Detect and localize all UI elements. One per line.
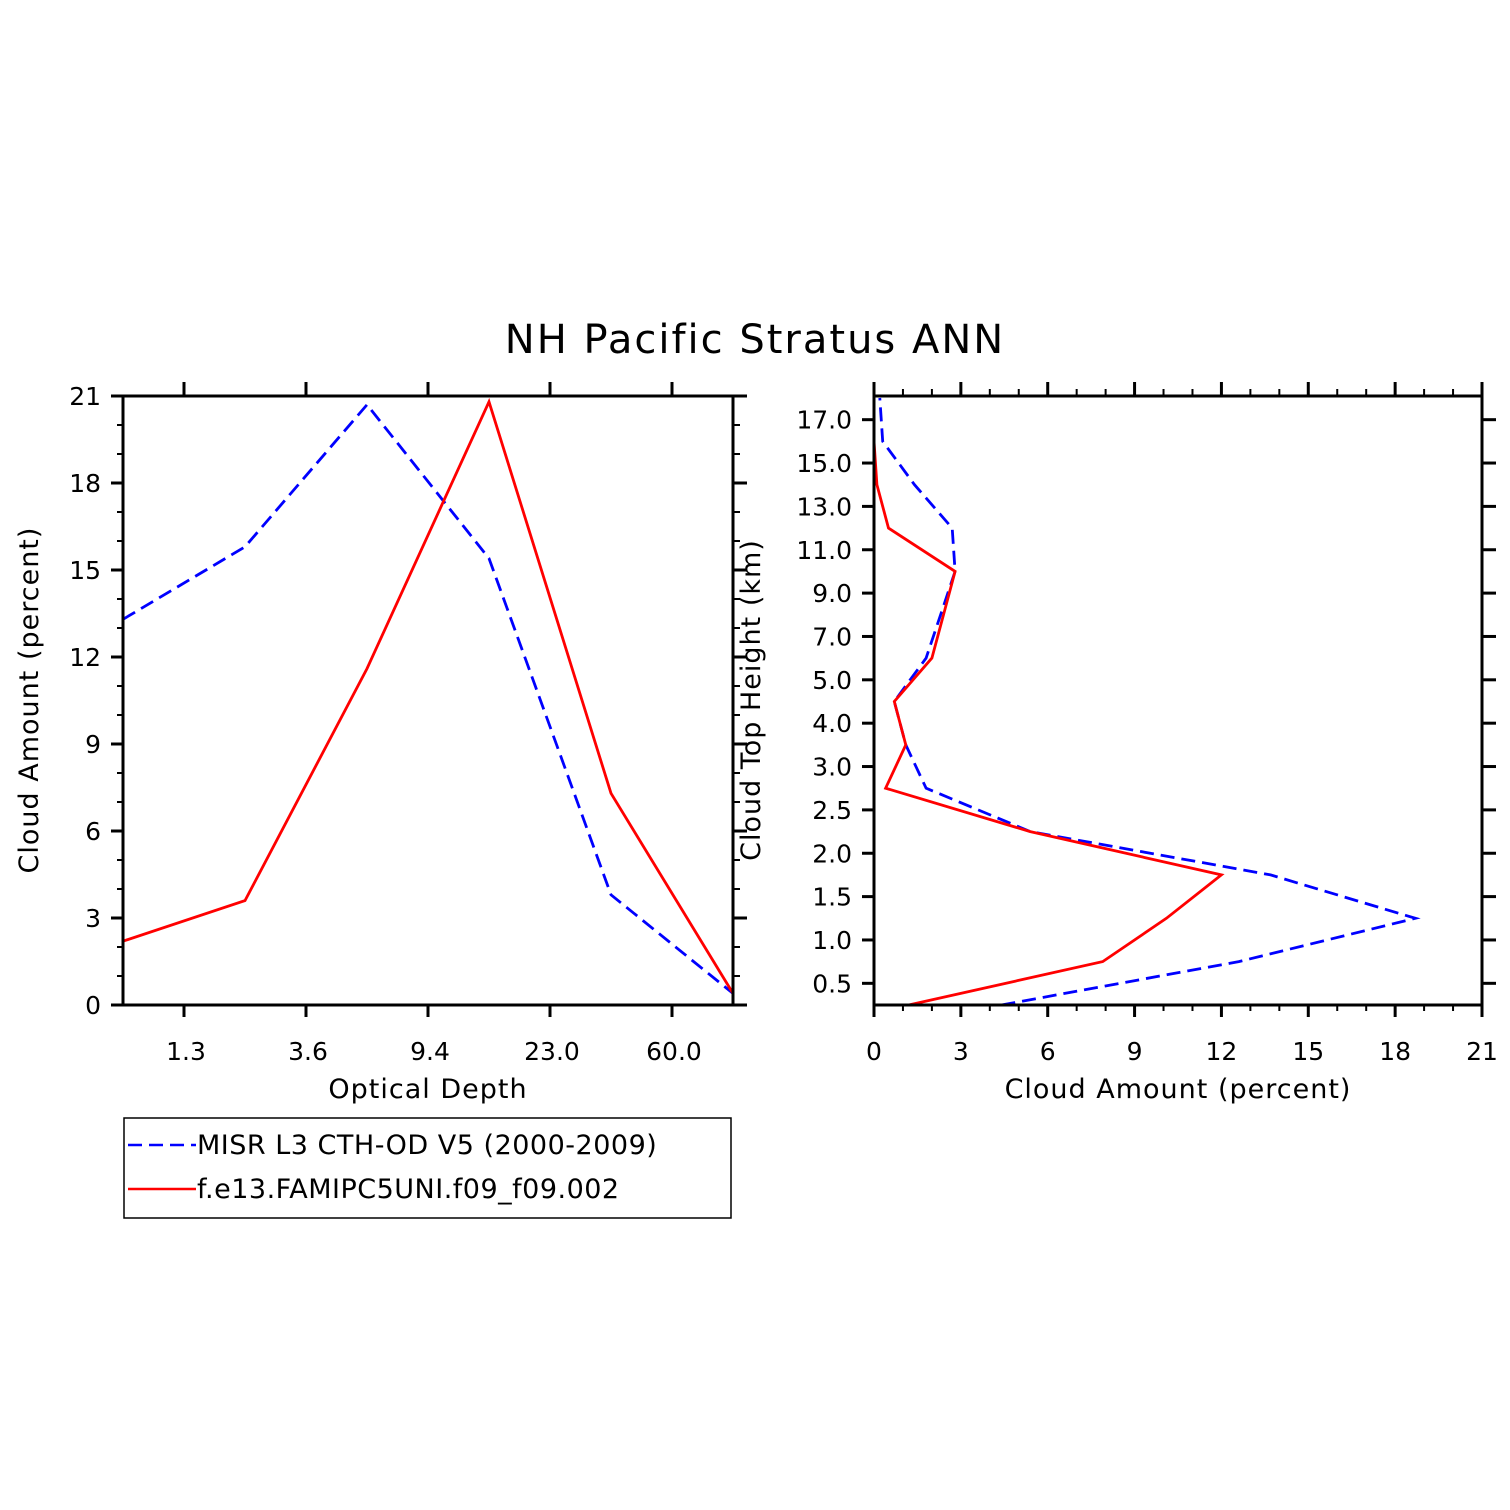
left-ytick-label: 12	[69, 643, 101, 672]
right-ytick-label: 17.0	[796, 406, 852, 435]
right-xtick-label: 9	[1127, 1037, 1143, 1066]
left-tick-labels: 0 3 6 9 12 15 18 21 1.3 3.6 9.4 23.0 60.0	[69, 382, 702, 1066]
right-xtick-label: 3	[953, 1037, 969, 1066]
right-ytick-label: 1.0	[812, 926, 852, 955]
right-ytick-label: 5.0	[812, 666, 852, 695]
right-series-obs-line	[878, 397, 1421, 1007]
left-xtick-label: 23.0	[524, 1037, 580, 1066]
optical-depth-panel: 0 3 6 9 12 15 18 21 1.3 3.6 9.4 23.0 60.0 Optical De…	[14, 382, 747, 1105]
left-xaxis-label: Optical Depth	[328, 1074, 527, 1105]
left-ytick-label: 0	[85, 991, 101, 1020]
right-xtick-label: 0	[866, 1037, 882, 1066]
left-ytick-label: 9	[85, 730, 101, 759]
right-ytick-label: 2.0	[812, 839, 852, 868]
left-series-model-line	[122, 397, 735, 995]
left-axis-ticks	[111, 382, 747, 1017]
left-ytick-label: 6	[85, 817, 101, 846]
legend-obs-label: MISR L3 CTH-OD V5 (2000-2009)	[197, 1130, 657, 1161]
legend-box	[123, 1117, 732, 1219]
left-ytick-label: 21	[69, 382, 101, 411]
left-xtick-label: 60.0	[646, 1037, 702, 1066]
figure-title: NH Pacific Stratus ANN	[505, 317, 1005, 363]
right-xaxis-label: Cloud Amount (percent)	[1005, 1074, 1352, 1105]
left-series-obs-line	[122, 402, 734, 995]
right-yaxis-label: Cloud Top Height (km)	[736, 539, 767, 861]
right-ytick-label: 1.5	[812, 883, 852, 912]
right-ytick-label: 3.0	[812, 753, 852, 782]
right-ytick-label: 4.0	[812, 709, 852, 738]
right-series-model-line	[872, 398, 1225, 1007]
right-ytick-label: 7.0	[812, 622, 852, 651]
left-plot-frame	[121, 394, 735, 1007]
left-xtick-label: 9.4	[410, 1037, 450, 1066]
right-ytick-label: 13.0	[796, 492, 852, 521]
legend: MISR L3 CTH-OD V5 (2000-2009) f.e13.FAMI…	[123, 1117, 732, 1219]
right-ytick-label: 15.0	[796, 449, 852, 478]
right-ytick-label: 2.5	[812, 796, 852, 825]
right-series-lines	[872, 397, 1421, 1007]
legend-model-label: f.e13.FAMIPC5UNI.f09_f09.002	[197, 1174, 620, 1205]
left-ytick-label: 3	[85, 904, 101, 933]
right-xtick-label: 18	[1379, 1037, 1411, 1066]
right-xtick-label: 15	[1292, 1037, 1324, 1066]
right-axis-ticks	[862, 382, 1496, 1017]
right-tick-labels: 0 3 6 9 12 15 18 21 0.5 1.0 1.5 2.0 2.5 3.0 4.0 5.0 7.0 9…	[796, 406, 1498, 1066]
left-xtick-label: 1.3	[166, 1037, 206, 1066]
left-ytick-label: 15	[69, 556, 101, 585]
cloud-height-panel: 0 3 6 9 12 15 18 21 0.5 1.0 1.5 2.0 2.5 3.0 4.0 5.0 7.0 9…	[736, 382, 1498, 1105]
right-ytick-label: 11.0	[796, 536, 852, 565]
right-ytick-label: 0.5	[812, 969, 852, 998]
right-xtick-label: 21	[1466, 1037, 1498, 1066]
left-ytick-label: 18	[69, 469, 101, 498]
left-yaxis-label: Cloud Amount (percent)	[14, 527, 45, 874]
left-xtick-label: 3.6	[288, 1037, 328, 1066]
right-xtick-label: 12	[1206, 1037, 1238, 1066]
right-plot-frame	[872, 394, 1484, 1007]
right-xtick-label: 6	[1040, 1037, 1056, 1066]
right-ytick-label: 9.0	[812, 579, 852, 608]
left-series-lines	[122, 397, 735, 995]
